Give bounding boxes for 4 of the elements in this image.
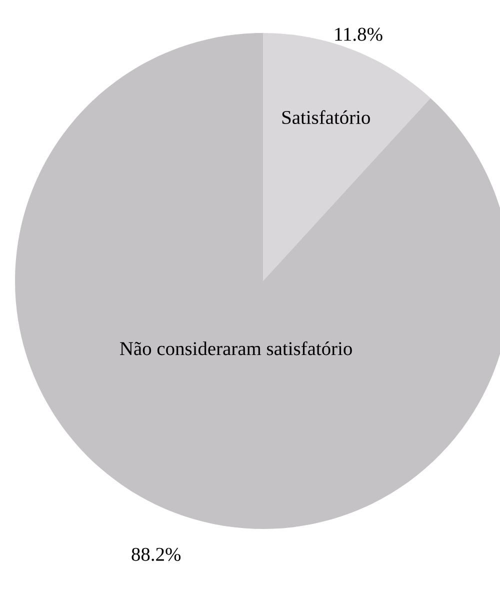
data-label: 88.2% xyxy=(132,548,181,562)
data-label: 11.8% xyxy=(335,28,382,41)
slice-label: Não consideraram satisfatório xyxy=(120,341,352,356)
slice-label: Satisfatório xyxy=(282,110,370,124)
